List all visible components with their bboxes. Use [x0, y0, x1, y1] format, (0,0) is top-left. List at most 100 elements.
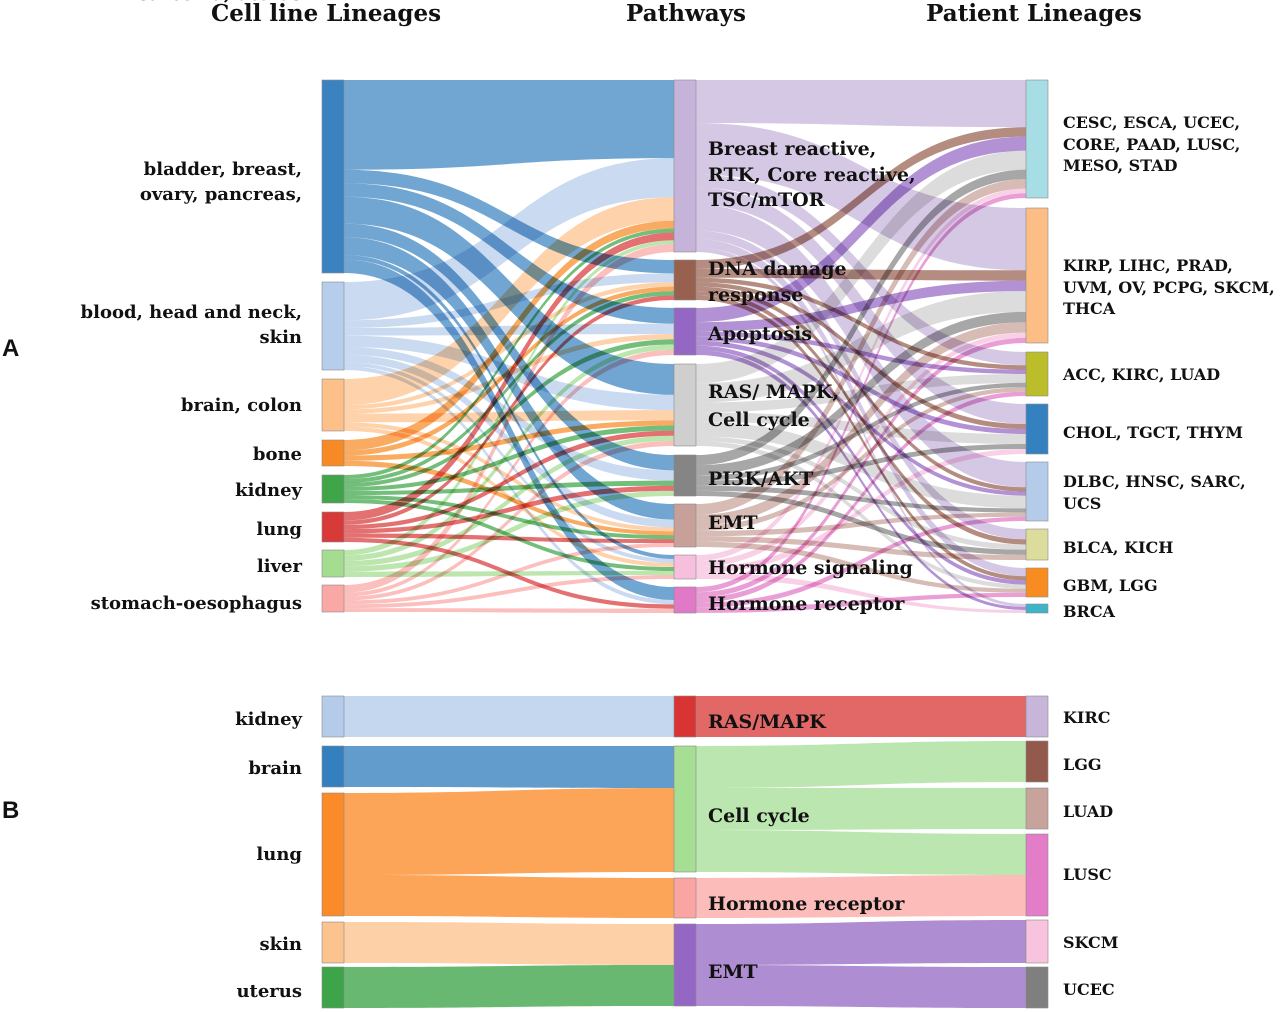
- link-a-bladder-breast-ovary-pancreas-sarcoma-uterus-to-hormone-signaling: [344, 255, 674, 559]
- link-a-kidney-to-emt: [344, 495, 674, 540]
- link-a-liver-to-apoptosis: [344, 344, 674, 561]
- link-a-liver-to-pi3k-akt: [344, 490, 674, 572]
- label-a-left-liver: liver: [257, 556, 303, 577]
- link-b-lung-to-cell-cycle: [344, 788, 674, 875]
- header-patient-lineages: Patient Lineages: [926, 0, 1142, 27]
- node-b-left-brain: [321, 745, 345, 788]
- link-a-blood-head-and-neck-skin-to-hormone-receptor: [344, 366, 674, 605]
- link-b-ras-mapk-to-kirc: [696, 696, 1026, 737]
- panel-label-b: B: [2, 797, 19, 824]
- label-a-left-bladder-breast-ovary-pancreas-sarcoma-uterus-line-2: ovary, pancreas,: [140, 184, 302, 205]
- link-b-kidney-to-ras-mapk: [344, 696, 674, 737]
- link-a-stomach-oesophagus-to-ras-mapk-cell-cycle: [344, 440, 674, 601]
- link-a-hormone-receptor-to-cesc-esca-ucec-core-paad-lusc-meso-stad: [696, 193, 1026, 593]
- link-a-breast-reactive-rtk-core-reactive-tsc-mtor-to-cesc-esca-ucec-core-paad-lusc-meso-stad: [696, 80, 1026, 128]
- node-b-right-lusc: [1025, 833, 1049, 917]
- link-b-emt-to-skcm: [696, 920, 1026, 965]
- sankey-links: [344, 80, 1026, 1008]
- label-a-left-bladder-breast-ovary-pancreas-sarcoma-uterus-line-1: bladder, breast,: [144, 159, 302, 180]
- node-b-left-lung: [321, 792, 345, 917]
- link-a-emt-to-dlbc-hnsc-sarc-ucs: [696, 512, 1026, 537]
- node-b-mid-hormone-receptor: [673, 877, 697, 919]
- label-a-left-kidney: kidney: [235, 480, 302, 501]
- link-b-cell-cycle-to-lgg: [696, 741, 1026, 788]
- label-a-mid-hormone-receptor: Hormone receptor: [708, 593, 905, 615]
- node-b-right-skcm: [1025, 919, 1049, 964]
- node-b-left-uterus: [321, 966, 345, 1009]
- label-a-left-bone: bone: [253, 444, 302, 465]
- node-b-right-kirc: [1025, 695, 1049, 738]
- node-a-right-chol-tgct-thym: [1025, 403, 1049, 455]
- link-a-hormone-receptor-to-acc-kirc-luad: [696, 391, 1026, 603]
- link-a-hormone-signaling-to-chol-tgct-thym: [696, 449, 1026, 573]
- link-a-bone-to-dna-damage-response: [344, 286, 674, 456]
- link-a-brain-colon-to-breast-reactive-rtk-core-reactive-tsc-mtor: [344, 197, 674, 405]
- node-a-mid-emt: [673, 503, 697, 548]
- link-b-cell-cycle-to-luad: [696, 788, 1026, 830]
- link-a-lung-to-pi3k-akt: [344, 485, 674, 534]
- label-a-right-blca-kich: BLCA, KICH: [1063, 538, 1173, 557]
- label-a-left-brain-colon: brain, colon: [181, 395, 302, 416]
- link-b-emt-to-ucec: [696, 965, 1026, 1008]
- node-a-mid-ras-mapk-cell-cycle: [673, 363, 697, 447]
- label-a-mid-breast-reactive-rtk-core-reactive-tsc-mtor-line-1: Breast reactive,: [708, 138, 876, 160]
- header-cell-line-lineages: Cell line Lineages: [211, 0, 441, 27]
- label-a-right-kirp-lihc-prad-uvm-ov-pcpg-skcm-thca-line-1: KIRP, LIHC, PRAD,: [1063, 256, 1233, 275]
- link-a-blood-head-and-neck-skin-to-breast-reactive-rtk-core-reactive-tsc-mtor: [344, 158, 674, 321]
- label-a-right-dlbc-hnsc-sarc-ucs-line-2: UCS: [1063, 494, 1101, 513]
- label-b-left-brain: brain: [248, 758, 302, 779]
- link-a-apoptosis-to-kirp-lihc-prad-uvm-ov-pcpg-skcm-thca: [696, 280, 1026, 332]
- link-a-bone-to-ras-mapk-cell-cycle: [344, 420, 674, 461]
- label-a-right-kirp-lihc-prad-uvm-ov-pcpg-skcm-thca-line-2: UVM, OV, PCPG, SKCM,: [1063, 278, 1275, 297]
- label-b-left-uterus: uterus: [236, 981, 302, 1002]
- link-a-ras-mapk-cell-cycle-to-cesc-esca-ucec-core-paad-lusc-meso-stad: [696, 150, 1026, 384]
- link-a-pi3k-akt-to-cesc-esca-ucec-core-paad-lusc-meso-stad: [696, 169, 1026, 466]
- label-a-left-lung: lung: [256, 519, 302, 540]
- link-a-brain-colon-to-emt: [344, 422, 674, 532]
- label-b-left-skin: skin: [259, 934, 302, 955]
- label-a-mid-ras-mapk-cell-cycle-line-2: Cell cycle: [708, 409, 810, 431]
- link-a-kidney-to-hormone-signaling: [344, 499, 674, 571]
- link-a-stomach-oesophagus-to-hormone-receptor: [344, 608, 674, 613]
- node-a-mid-apoptosis: [673, 307, 697, 356]
- label-a-mid-dna-damage-response-line-2: response: [708, 284, 803, 306]
- node-a-mid-pi3k-akt: [673, 454, 697, 497]
- sankey-nodes: [321, 79, 1049, 1009]
- link-a-kidney-to-ras-mapk-cell-cycle: [344, 425, 674, 491]
- node-b-right-lgg: [1025, 740, 1049, 783]
- label-a-mid-pi3k-akt: PI3K/AKT: [708, 468, 813, 490]
- link-a-hormone-receptor-to-dlbc-hnsc-sarc-ucs: [696, 516, 1026, 608]
- link-a-brain-colon-to-dna-damage-response: [344, 282, 674, 410]
- link-a-dna-damage-response-to-gbm-lgg: [696, 295, 1026, 581]
- link-b-skin-to-emt: [344, 922, 674, 965]
- link-a-lung-to-dna-damage-response: [344, 295, 674, 525]
- label-b-mid-hormone-receptor: Hormone receptor: [708, 893, 905, 915]
- node-a-left-bladder-breast-ovary-pancreas-sarcoma-uterus: [321, 79, 345, 274]
- label-b-right-lgg: LGG: [1063, 755, 1102, 774]
- link-a-ras-mapk-cell-cycle-to-blca-kich: [696, 436, 1026, 550]
- label-a-left-blood-head-and-neck-skin-line-1: blood, head and neck,: [81, 302, 302, 323]
- link-a-apoptosis-to-dlbc-hnsc-sarc-ucs: [696, 340, 1026, 496]
- node-a-right-gbm-lgg: [1025, 567, 1049, 598]
- link-b-cell-cycle-to-lusc: [696, 830, 1026, 875]
- node-a-left-stomach-oesophagus: [321, 584, 345, 613]
- link-a-apoptosis-to-cesc-esca-ucec-core-paad-lusc-meso-stad: [696, 136, 1026, 323]
- label-a-right-acc-kirc-luad: ACC, KIRC, LUAD: [1062, 365, 1220, 384]
- link-a-bone-to-emt: [344, 460, 674, 536]
- label-b-mid-emt: EMT: [708, 961, 758, 983]
- node-a-left-liver: [321, 549, 345, 578]
- label-a-mid-emt: EMT: [708, 512, 758, 534]
- link-a-hormone-signaling-to-brca: [696, 573, 1026, 613]
- label-a-left-bladder-breast-ovary-pancreas-sarcoma-uterus-line-3: sarcoma, uterus: [139, 0, 302, 5]
- link-b-uterus-to-emt: [344, 965, 674, 1008]
- link-a-emt-to-acc-kirc-luad: [696, 387, 1026, 531]
- label-b-mid-ras-mapk: RAS/MAPK: [708, 711, 827, 733]
- node-b-left-skin: [321, 921, 345, 964]
- link-a-blood-head-and-neck-skin-to-apoptosis: [344, 323, 674, 336]
- label-a-mid-apoptosis: Apoptosis: [707, 323, 812, 345]
- node-a-right-kirp-lihc-prad-uvm-ov-pcpg-skcm-thca: [1025, 207, 1049, 344]
- label-a-right-gbm-lgg: GBM, LGG: [1063, 576, 1158, 595]
- link-a-bone-to-breast-reactive-rtk-core-reactive-tsc-mtor: [344, 220, 674, 451]
- link-a-hormone-receptor-to-gbm-lgg: [696, 592, 1026, 613]
